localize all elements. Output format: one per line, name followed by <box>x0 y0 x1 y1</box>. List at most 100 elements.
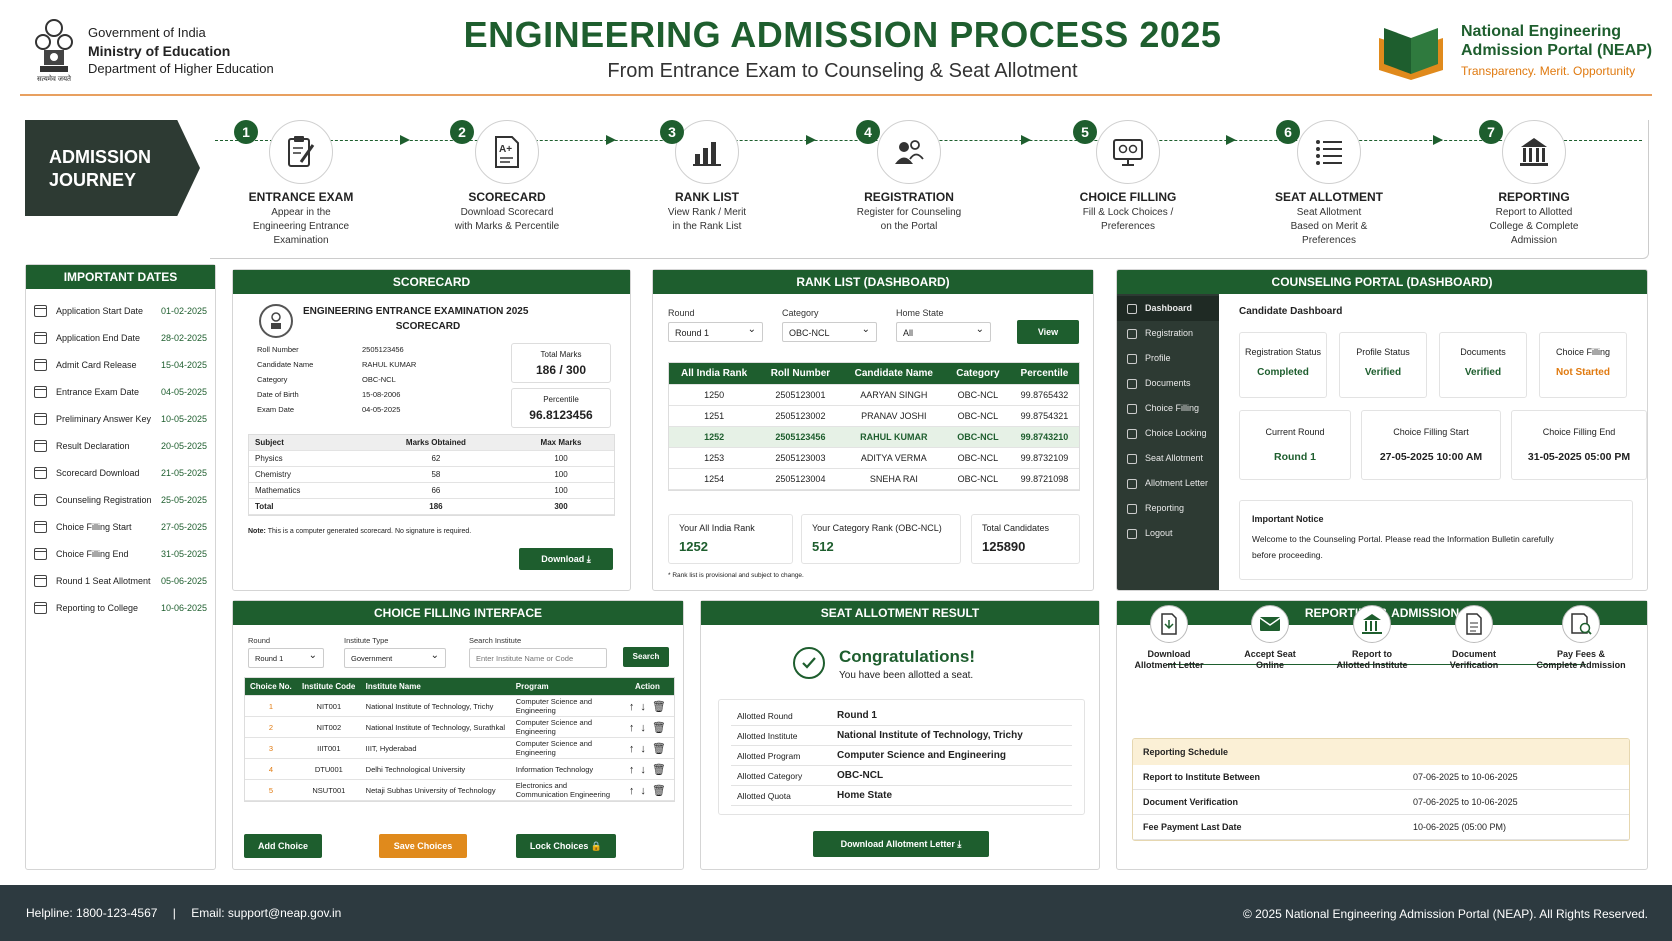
reporting-step-pay-fees[interactable]: Pay Fees & Complete Admission <box>1536 605 1626 671</box>
sidebar-item[interactable]: Logout <box>1117 521 1219 546</box>
clipboard-pen-icon <box>269 120 333 184</box>
table-header: Marks Obtained <box>363 435 509 451</box>
round-select[interactable]: Round 1 <box>668 320 763 342</box>
neap-tagline: Transparency. Merit. Opportunity <box>1461 64 1636 78</box>
all-india-rank-card: Your All India Rank 1252 <box>668 514 793 564</box>
lock-choices-button[interactable]: Lock Choices 🔒 <box>516 834 616 858</box>
date-row: Preliminary Answer Key 10-05-2025 <box>26 405 215 432</box>
row-actions: ↑ ↓ 🗑 <box>620 779 674 801</box>
table-cell: 100 <box>508 482 614 499</box>
table-row: Total 186 300 <box>249 498 614 515</box>
reporting-step-download[interactable]: Download Allotment Letter <box>1124 605 1214 671</box>
download-allotment-letter-button[interactable]: Download Allotment Letter ⤓ <box>813 831 989 857</box>
important-dates-title: IMPORTANT DATES <box>26 265 215 289</box>
choice-filling-panel: CHOICE FILLING INTERFACE Round Round 1 I… <box>232 600 684 870</box>
date-value: 10-06-2025 <box>160 602 207 613</box>
sidebar-item[interactable]: Choice Filling <box>1117 396 1219 421</box>
reporting-step-report[interactable]: Report to Allotted Institute <box>1327 605 1417 671</box>
table-cell: 3 <box>245 737 298 759</box>
table-cell: 1 <box>245 695 298 717</box>
table-cell: 186 <box>363 498 509 515</box>
status-value: Completed <box>1257 367 1309 378</box>
delete-icon[interactable]: 🗑 <box>651 742 666 755</box>
calendar-icon <box>34 412 47 425</box>
journey-frame <box>210 120 1649 259</box>
add-choice-button[interactable]: Add Choice <box>244 834 322 858</box>
journey-step-reporting[interactable]: 7 REPORTING Report to Allotted College & … <box>1449 120 1619 248</box>
move-down-icon[interactable]: ↓ <box>640 763 646 776</box>
move-up-icon[interactable]: ↑ <box>628 721 635 734</box>
sidebar-item[interactable]: Allotment Letter <box>1117 471 1219 496</box>
table-cell: 99.8765432 <box>1009 384 1079 406</box>
journey-step-choice-filling[interactable]: 5 CHOICE FILLING Fill & Lock Choices / Pr… <box>1043 120 1213 234</box>
journey-step-scorecard[interactable]: 2 A+ SCORECARD Download Scorecard with Ma… <box>422 120 592 234</box>
step-title: REGISTRATION <box>864 190 954 204</box>
sidebar-item-label: Logout <box>1145 528 1173 538</box>
table-header: Program <box>510 678 621 696</box>
delete-icon[interactable]: 🗑 <box>651 700 666 713</box>
move-down-icon[interactable]: ↓ <box>640 742 646 755</box>
scorecard-download-button[interactable]: Download ⤓ <box>519 548 613 570</box>
save-choices-button[interactable]: Save Choices <box>379 834 467 858</box>
sidebar-item[interactable]: Dashboard <box>1117 296 1219 321</box>
info-value: 27-05-2025 10:00 AM <box>1379 451 1483 463</box>
sidebar-item[interactable]: Profile <box>1117 346 1219 371</box>
calendar-icon <box>34 466 47 479</box>
fee-receipt-icon <box>1562 605 1600 643</box>
delete-icon[interactable]: 🗑 <box>651 763 666 776</box>
reporting-step-verification[interactable]: Document Verification <box>1429 605 1519 671</box>
home-state-select[interactable]: All <box>896 320 991 342</box>
move-up-icon[interactable]: ↑ <box>628 742 635 755</box>
journey-step-registration[interactable]: 4 REGISTRATION Register for Counseling on… <box>824 120 994 234</box>
status-card: Documents Verified <box>1439 332 1527 398</box>
view-button[interactable]: View <box>1017 320 1079 344</box>
date-value: 15-04-2025 <box>160 359 207 370</box>
calendar-icon <box>34 385 47 398</box>
allotment-label: Allotted Institute <box>731 725 831 746</box>
delete-icon[interactable]: 🗑 <box>651 721 666 734</box>
journey-step-entrance-exam[interactable]: 1 ENTRANCE EXAM Appear in the Engineering… <box>216 120 386 248</box>
choice-round-select[interactable]: Round 1 <box>248 646 324 668</box>
delete-icon[interactable]: 🗑 <box>651 784 666 797</box>
table-cell: 1252 <box>669 426 760 448</box>
home-state-label: Home State <box>896 308 944 318</box>
info-label: Choice Filling Start <box>1393 427 1469 437</box>
table-cell: National Institute of Technology, Trichy <box>360 695 511 717</box>
sidebar-item[interactable]: Reporting <box>1117 496 1219 521</box>
sidebar-item[interactable]: Documents <box>1117 371 1219 396</box>
step-number: 1 <box>234 120 258 144</box>
sidebar-item[interactable]: Seat Allotment <box>1117 446 1219 471</box>
menu-icon <box>1127 453 1137 464</box>
date-row: Choice Filling End 31-05-2025 <box>26 540 215 567</box>
scorecard-exam-title: ENGINEERING ENTRANCE EXAMINATION 2025 <box>303 306 529 317</box>
journey-step-seat-allotment[interactable]: 6 SEAT ALLOTMENT Seat Allotment Based on … <box>1244 120 1414 248</box>
move-down-icon[interactable]: ↓ <box>640 784 646 797</box>
category-select[interactable]: OBC-NCL <box>782 320 877 342</box>
search-button[interactable]: Search <box>623 647 669 667</box>
move-down-icon[interactable]: ↓ <box>640 700 646 713</box>
step-number: 4 <box>856 120 880 144</box>
footer-contact: Helpline: 1800-123-4567 | Email: support… <box>26 906 342 920</box>
institute-search-input[interactable] <box>469 648 607 668</box>
date-label: Choice Filling End <box>56 548 129 559</box>
move-up-icon[interactable]: ↑ <box>628 700 635 713</box>
move-down-icon[interactable]: ↓ <box>640 721 646 734</box>
sidebar-item[interactable]: Registration <box>1117 321 1219 346</box>
sidebar-item[interactable]: Choice Locking <box>1117 421 1219 446</box>
email-link[interactable]: Email: support@neap.gov.in <box>191 906 342 920</box>
status-value: Verified <box>1464 367 1502 378</box>
helpline-link[interactable]: Helpline: 1800-123-4567 <box>26 906 158 920</box>
journey-step-rank-list[interactable]: 3 RANK LIST View Rank / Merit in the Rank… <box>622 120 792 234</box>
table-header: Roll Number <box>759 363 842 385</box>
status-card: Registration Status Completed <box>1239 332 1327 398</box>
move-up-icon[interactable]: ↑ <box>628 763 635 776</box>
table-row: 3 IIIT001 IIIT, Hyderabad Computer Science … <box>245 737 674 759</box>
reporting-step-accept[interactable]: Accept Seat Online <box>1225 605 1315 671</box>
move-up-icon[interactable]: ↑ <box>628 784 635 797</box>
institute-type-select[interactable]: Government <box>344 646 446 668</box>
date-value: 28-02-2025 <box>160 332 207 343</box>
table-row: Physics 62 100 <box>249 450 614 467</box>
table-cell: 2505123004 <box>759 468 842 490</box>
reporting-connector <box>1166 664 1586 665</box>
list-icon <box>1297 120 1361 184</box>
